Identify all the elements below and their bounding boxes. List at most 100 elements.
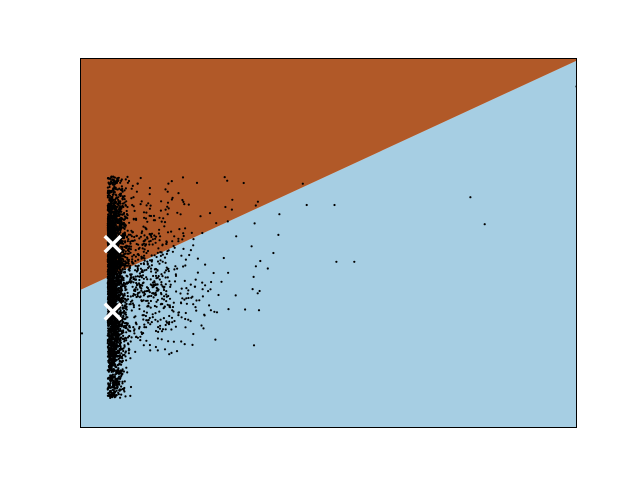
data-point <box>149 283 152 286</box>
data-point <box>172 301 175 304</box>
data-point <box>123 195 126 198</box>
data-point <box>112 362 115 365</box>
data-point <box>128 221 131 224</box>
data-point <box>202 327 205 330</box>
data-point <box>122 263 125 266</box>
data-point <box>120 287 123 290</box>
data-point <box>131 258 134 261</box>
data-point <box>164 283 167 286</box>
data-point <box>123 322 126 325</box>
data-point <box>120 242 124 245</box>
data-point <box>301 182 304 185</box>
data-point <box>124 241 127 244</box>
data-point <box>121 198 124 201</box>
data-point <box>120 226 124 229</box>
data-point <box>108 329 111 332</box>
data-point <box>130 235 133 238</box>
data-point <box>160 281 163 284</box>
data-point <box>143 269 146 272</box>
data-point <box>130 309 133 312</box>
data-point <box>140 276 143 279</box>
data-point <box>123 294 126 297</box>
data-point <box>133 328 136 331</box>
data-point <box>107 332 110 335</box>
data-point <box>130 187 133 190</box>
data-point <box>170 230 173 233</box>
data-point <box>139 295 142 298</box>
data-point <box>106 228 109 231</box>
data-point <box>129 340 132 343</box>
data-point <box>168 314 171 318</box>
data-point <box>116 355 119 358</box>
outlier-point <box>231 198 234 201</box>
data-point <box>184 311 187 315</box>
data-point <box>112 193 115 196</box>
data-point <box>140 332 144 336</box>
data-point <box>128 269 131 272</box>
data-point <box>122 326 125 329</box>
data-point <box>168 297 172 300</box>
data-point <box>112 391 115 394</box>
data-point <box>129 281 132 284</box>
data-point <box>215 222 218 225</box>
data-point <box>114 231 117 234</box>
data-point <box>112 337 115 340</box>
data-point <box>154 274 158 277</box>
data-point <box>192 244 195 247</box>
data-point <box>106 342 109 345</box>
data-point <box>160 283 163 286</box>
data-point <box>187 318 190 321</box>
data-point <box>158 228 161 231</box>
data-point <box>125 246 128 249</box>
data-point <box>166 231 170 234</box>
outlier-point <box>272 251 275 255</box>
data-point <box>175 350 179 353</box>
data-point <box>133 209 136 212</box>
data-point <box>115 194 118 197</box>
data-point <box>124 317 127 320</box>
data-point <box>123 198 126 201</box>
data-point <box>107 300 110 303</box>
data-point <box>164 323 167 327</box>
data-point <box>148 207 151 210</box>
data-point <box>107 253 110 256</box>
data-point <box>113 390 116 393</box>
outlier-point <box>234 294 237 297</box>
data-point <box>109 350 112 353</box>
data-point <box>107 280 110 283</box>
data-point <box>121 202 125 205</box>
data-point <box>140 200 143 203</box>
data-point <box>136 293 139 296</box>
data-point <box>157 247 160 250</box>
data-point <box>107 270 110 273</box>
data-point <box>145 251 148 255</box>
data-point <box>121 321 124 324</box>
data-point <box>154 318 157 321</box>
data-point <box>140 231 143 235</box>
data-point <box>111 285 115 288</box>
data-point <box>182 265 185 268</box>
data-point <box>165 320 168 323</box>
data-point <box>207 290 210 293</box>
data-point <box>259 259 262 263</box>
data-point <box>131 239 134 242</box>
data-point <box>127 250 131 253</box>
data-point <box>121 275 124 278</box>
data-point <box>118 226 121 230</box>
data-point <box>119 388 123 391</box>
data-point <box>144 217 148 220</box>
data-point <box>126 240 129 243</box>
data-point <box>109 296 112 300</box>
data-point <box>157 326 160 329</box>
data-point <box>152 274 155 278</box>
data-point <box>121 306 125 309</box>
data-point <box>119 194 122 197</box>
centroid-marker-1 <box>103 234 122 254</box>
data-point <box>125 302 128 305</box>
data-point <box>116 345 119 348</box>
data-point <box>220 280 223 283</box>
data-point <box>164 261 167 264</box>
data-point <box>119 270 122 273</box>
data-point <box>107 383 110 386</box>
data-point <box>109 203 112 207</box>
